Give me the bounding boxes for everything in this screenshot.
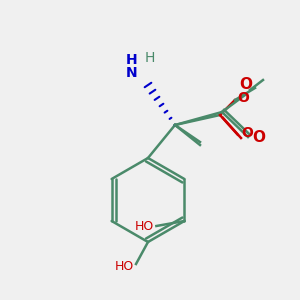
Text: O: O — [241, 126, 253, 140]
Text: O: O — [237, 91, 249, 105]
Text: O: O — [239, 77, 253, 92]
Text: H
N: H N — [126, 53, 138, 80]
Text: O: O — [252, 130, 265, 145]
Text: HO: HO — [135, 220, 154, 232]
Text: HO: HO — [115, 260, 134, 272]
Text: H: H — [145, 51, 155, 65]
